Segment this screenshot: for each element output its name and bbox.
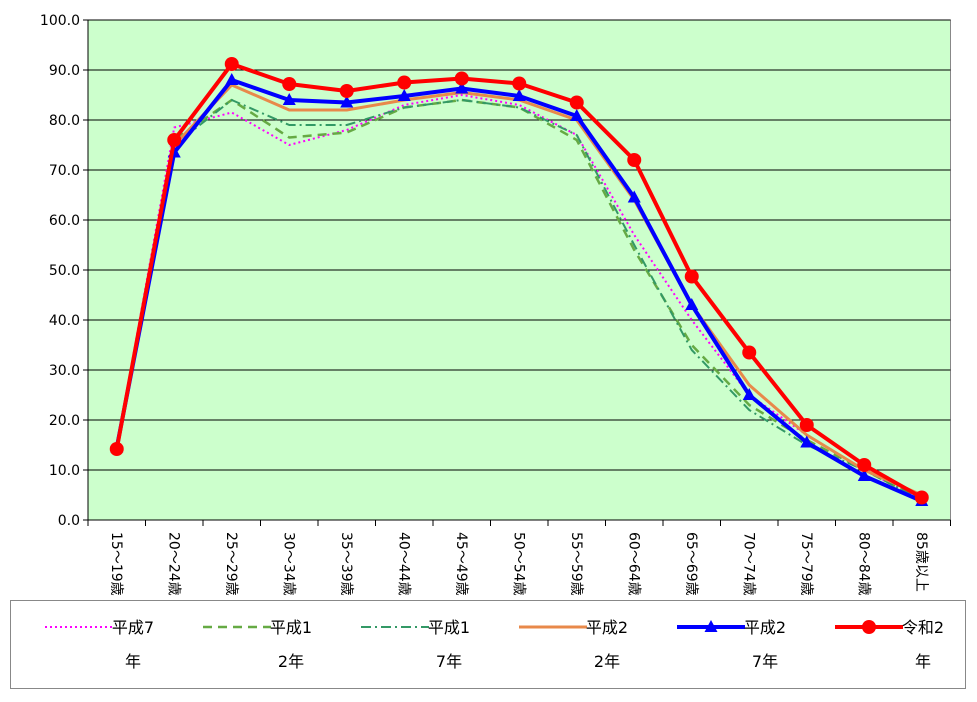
- x-tick-label: 60～64歳: [625, 532, 641, 596]
- series: [115, 94, 923, 501]
- legend-label: 平成17年: [427, 618, 471, 671]
- point: [224, 57, 239, 71]
- point: [397, 75, 412, 90]
- x-tick-label: 70～74歳: [740, 532, 756, 596]
- legend-swatch: [677, 620, 745, 632]
- point: [339, 84, 354, 98]
- point: [742, 388, 756, 400]
- point: [109, 442, 124, 456]
- point: [455, 81, 469, 94]
- series-line: [115, 99, 923, 501]
- legend-swatch: [203, 625, 271, 629]
- legend-label: 平成22年: [585, 618, 629, 671]
- y-tick-label: 10.0: [49, 463, 80, 479]
- series: [115, 99, 923, 501]
- x-tick-label: 25～29歳: [223, 532, 239, 596]
- y-tick-label: 40.0: [49, 313, 80, 329]
- point: [914, 490, 929, 505]
- point: [862, 620, 876, 634]
- x-tick-label: 35～39歳: [338, 532, 354, 596]
- legend-swatch: [835, 620, 903, 634]
- y-tick-label: 80.0: [49, 113, 80, 129]
- legend-item: 平成27年: [673, 601, 831, 690]
- series-line: [115, 94, 923, 501]
- point: [799, 418, 814, 432]
- series: [109, 57, 929, 505]
- legend-item: 令和2年: [831, 601, 977, 690]
- legend-label: 平成12年: [269, 618, 313, 671]
- x-tick-label: 75～79歳: [798, 532, 814, 596]
- point: [627, 190, 641, 203]
- legend-item: 平成17年: [357, 601, 515, 690]
- series: [110, 73, 929, 506]
- point: [742, 345, 757, 360]
- point: [685, 298, 699, 310]
- x-tick-label: 15～19歳: [108, 532, 124, 596]
- point: [684, 269, 699, 284]
- point: [282, 93, 296, 105]
- point: [225, 73, 239, 85]
- legend-item: 平成7年: [41, 601, 199, 690]
- x-tick-label: 80～84歳: [855, 532, 871, 596]
- point: [800, 435, 814, 448]
- x-tick-label: 40～44歳: [395, 532, 411, 596]
- point: [704, 620, 718, 632]
- x-tick-label: 85歳以上: [913, 532, 929, 592]
- y-tick-label: 20.0: [49, 413, 80, 429]
- point: [282, 77, 297, 91]
- point: [397, 89, 411, 101]
- y-tick-label: 100.0: [40, 13, 80, 29]
- point: [857, 469, 871, 481]
- point: [627, 153, 642, 167]
- x-tick-label: 45～49歳: [453, 532, 469, 596]
- legend-item: 平成22年: [515, 601, 673, 690]
- legend: 平成7年 平成12年 平成17年 平成22年 平成27年 令和2年: [10, 600, 966, 689]
- x-tick-label: 20～24歳: [165, 532, 181, 596]
- legend-label: 令和2年: [901, 618, 945, 671]
- point: [454, 71, 469, 86]
- x-tick-label: 50～54歳: [510, 532, 526, 596]
- point: [167, 133, 182, 147]
- legend-swatch: [361, 626, 429, 628]
- legend-swatch: [45, 626, 113, 628]
- point: [569, 95, 584, 110]
- legend-swatch: [519, 625, 587, 629]
- y-tick-label: 60.0: [49, 213, 80, 229]
- point: [512, 76, 527, 91]
- legend-label: 平成27年: [743, 618, 787, 671]
- y-tick-label: 90.0: [49, 63, 80, 79]
- x-tick-label: 55～59歳: [568, 532, 584, 596]
- chart: 0.0 10.0 20.0 30.0 40.0 50.0 60.0 70.0 80.0 90.0 1…: [40, 13, 951, 596]
- y-tick-label: 70.0: [49, 163, 80, 179]
- y-tick-label: 30.0: [49, 363, 80, 379]
- x-tick-label: 30～34歳: [280, 532, 296, 596]
- legend-label: 平成7年: [111, 618, 155, 671]
- legend-item: 平成12年: [199, 601, 357, 690]
- point: [857, 458, 872, 472]
- point: [512, 89, 526, 101]
- x-tick-label: 65～69歳: [683, 532, 699, 596]
- point: [340, 95, 354, 108]
- y-tick-label: 0.0: [58, 513, 80, 529]
- point: [570, 109, 584, 121]
- y-tick-label: 50.0: [49, 263, 80, 279]
